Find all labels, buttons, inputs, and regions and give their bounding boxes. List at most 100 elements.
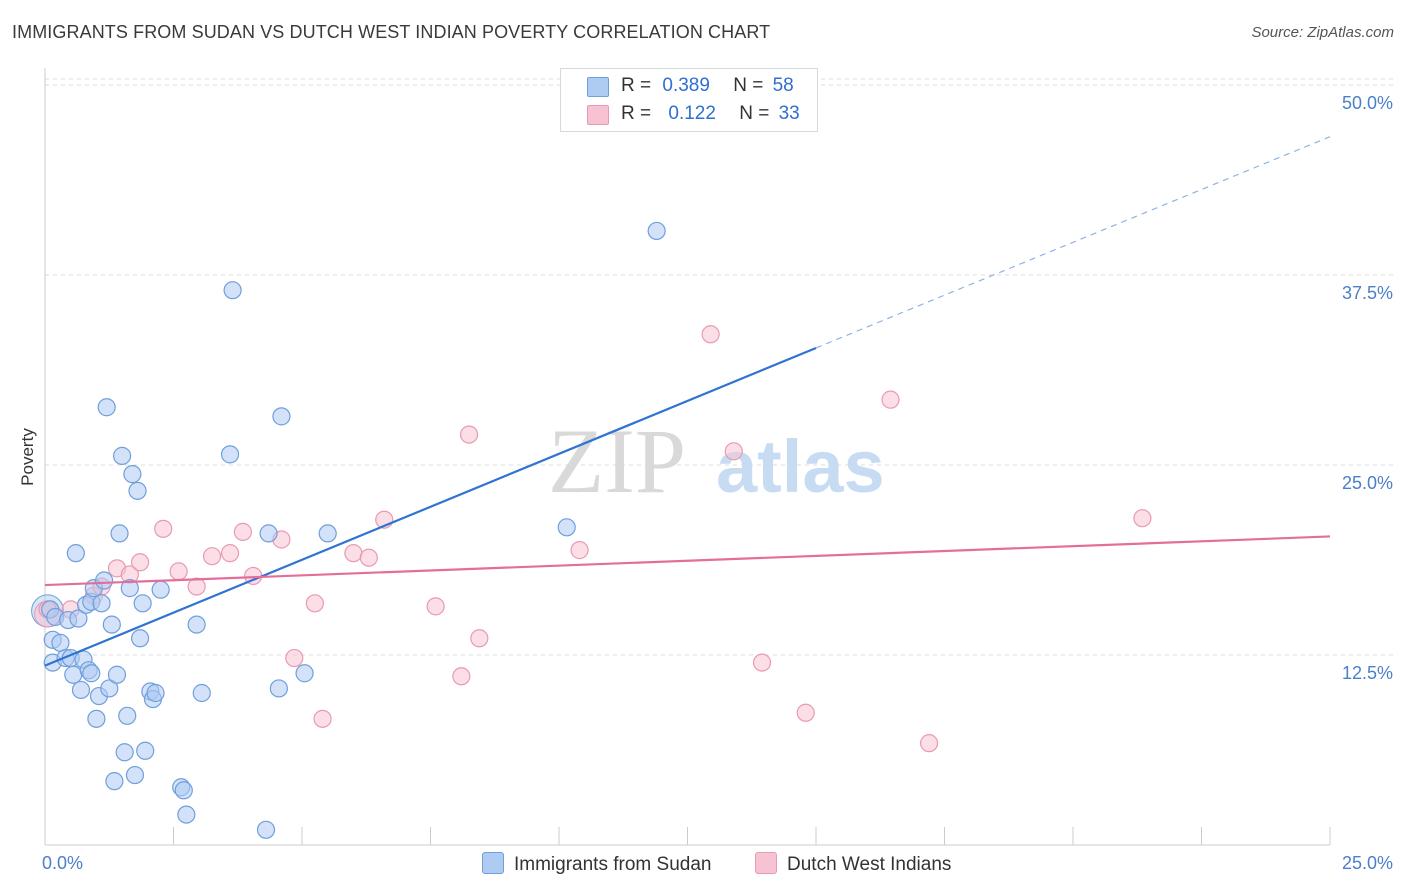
data-point	[295, 664, 314, 683]
data-point	[285, 648, 304, 668]
data-point	[87, 709, 106, 728]
y-tick-label: 12.5%	[1342, 663, 1393, 683]
data-point	[269, 679, 288, 698]
data-point	[223, 281, 242, 300]
data-point	[107, 665, 127, 684]
data-point	[112, 446, 132, 465]
data-point	[125, 765, 145, 785]
correlation-legend: R = 0.389 N = 58 R = 0.122 N = 33	[560, 68, 818, 132]
data-point	[110, 524, 129, 543]
data-point	[557, 518, 576, 537]
y-tick-label: 25.0%	[1342, 473, 1393, 493]
data-point	[426, 597, 445, 616]
legend-r-value: 0.122	[668, 103, 716, 124]
data-point	[71, 680, 91, 700]
data-point	[82, 664, 101, 683]
data-point	[154, 519, 173, 538]
trend-line-sudan-extension	[815, 136, 1331, 349]
data-point	[177, 805, 196, 824]
x-tick-label: 25.0%	[1342, 853, 1393, 873]
data-point	[752, 653, 772, 672]
data-point	[220, 544, 240, 563]
data-point	[92, 594, 111, 613]
source-label: Source: ZipAtlas.com	[1251, 24, 1394, 41]
data-point	[452, 667, 471, 686]
data-point	[97, 398, 116, 417]
data-point	[881, 390, 900, 409]
chart-title: IMMIGRANTS FROM SUDAN VS DUTCH WEST INDI…	[12, 22, 771, 42]
data-point	[724, 442, 743, 461]
data-point	[202, 547, 222, 566]
data-point	[95, 571, 114, 590]
data-point	[151, 580, 170, 599]
data-point	[102, 615, 121, 634]
data-point	[1133, 509, 1152, 528]
data-point	[69, 609, 88, 628]
data-point	[919, 734, 939, 753]
data-point	[123, 465, 142, 484]
legend-label-sudan: Immigrants from Sudan	[514, 854, 712, 875]
legend-swatch-blue	[587, 77, 609, 97]
bottom-legend-dutch: Dutch West Indians	[755, 852, 951, 876]
data-point	[192, 683, 211, 703]
legend-swatch-pink	[755, 852, 777, 874]
data-point	[359, 548, 378, 567]
data-point	[570, 541, 589, 560]
legend-n-label: N =	[733, 75, 764, 96]
data-point	[313, 709, 332, 728]
legend-n-value: 33	[778, 103, 800, 124]
data-point	[233, 522, 252, 541]
series-immigrants-from-sudan	[41, 221, 666, 839]
x-tick-label: 0.0%	[42, 853, 83, 873]
data-point	[796, 703, 815, 722]
legend-swatch-blue	[482, 852, 504, 874]
data-point	[133, 594, 152, 613]
data-point	[174, 781, 193, 800]
bottom-legend-sudan: Immigrants from Sudan	[482, 852, 711, 876]
data-point	[220, 445, 240, 464]
y-axis-label: Poverty	[18, 428, 37, 486]
legend-r-label: R =	[621, 103, 652, 124]
data-point	[66, 544, 85, 563]
data-point	[259, 524, 278, 543]
data-point	[305, 594, 324, 613]
y-tick-label: 50.0%	[1342, 93, 1393, 113]
data-point	[115, 743, 134, 762]
legend-label-dutch: Dutch West Indians	[787, 854, 952, 875]
data-point	[318, 524, 337, 543]
data-point	[256, 820, 276, 839]
legend-n-label: N =	[739, 103, 770, 124]
data-point	[459, 425, 479, 444]
data-point	[647, 221, 666, 241]
legend-r-label: R =	[621, 75, 652, 96]
grid-lines	[45, 78, 1395, 656]
data-point	[51, 633, 70, 652]
trend-line-dutch	[44, 535, 1331, 587]
x-tick-labels: 0.0% 25.0%	[42, 853, 1393, 873]
watermark-atlas: atlas	[716, 425, 885, 508]
data-point	[64, 665, 83, 684]
data-point	[105, 772, 124, 791]
legend-swatch-pink	[587, 105, 609, 125]
data-point	[118, 706, 137, 725]
y-tick-label: 37.5%	[1342, 283, 1393, 303]
data-point	[187, 615, 206, 634]
data-point	[272, 407, 291, 426]
data-point	[130, 553, 150, 572]
y-tick-labels: 12.5% 25.0% 37.5% 50.0%	[1342, 93, 1393, 683]
trend-line-sudan	[44, 346, 817, 667]
data-point	[120, 579, 139, 598]
watermark-zip: ZIP	[548, 410, 686, 512]
data-point	[344, 544, 363, 563]
axes	[44, 68, 1331, 846]
trend-lines	[44, 136, 1331, 667]
watermark: ZIP atlas	[548, 410, 885, 512]
data-point	[130, 629, 150, 648]
data-point	[187, 577, 206, 596]
data-point	[701, 325, 720, 344]
legend-r-value: 0.389	[662, 75, 710, 96]
data-point	[146, 683, 165, 703]
data-point	[169, 562, 188, 581]
data-point	[100, 679, 119, 698]
